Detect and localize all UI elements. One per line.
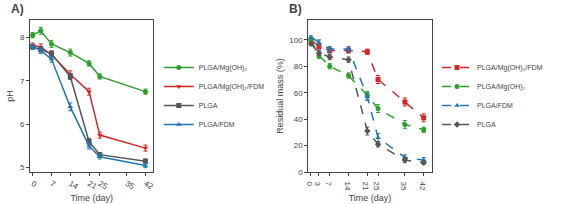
svg-text:80: 80 <box>294 62 303 71</box>
svg-text:7: 7 <box>48 179 57 189</box>
svg-text:42: 42 <box>142 179 155 192</box>
svg-text:21: 21 <box>86 179 99 192</box>
svg-text:40: 40 <box>294 115 303 124</box>
svg-text:20: 20 <box>294 141 303 150</box>
svg-text:7: 7 <box>20 77 25 86</box>
svg-text:0: 0 <box>298 168 303 177</box>
svg-text:14: 14 <box>343 182 352 191</box>
svg-text:42: 42 <box>418 182 427 191</box>
svg-text:5: 5 <box>20 163 25 172</box>
svg-text:Time (day): Time (day) <box>70 193 113 203</box>
svg-text:100: 100 <box>289 36 303 45</box>
svg-text:6: 6 <box>20 120 25 129</box>
svg-text:21: 21 <box>361 182 370 191</box>
svg-text:PLGA: PLGA <box>477 121 496 128</box>
svg-text:A): A) <box>11 2 24 16</box>
svg-text:PLGA/FDM: PLGA/FDM <box>477 102 513 109</box>
svg-text:60: 60 <box>294 89 303 98</box>
svg-text:7: 7 <box>324 182 333 187</box>
svg-text:14: 14 <box>67 179 80 192</box>
svg-text:Time (day): Time (day) <box>349 193 392 203</box>
svg-text:PLGA/FDM: PLGA/FDM <box>199 121 235 128</box>
svg-text:PLGA/Mg(OH)₂: PLGA/Mg(OH)₂ <box>477 83 526 91</box>
svg-text:35: 35 <box>124 179 137 192</box>
svg-text:PLGA/Mg(OH)₂/FDM: PLGA/Mg(OH)₂/FDM <box>199 83 264 91</box>
svg-text:0: 0 <box>305 182 314 187</box>
svg-text:B): B) <box>289 2 302 16</box>
svg-text:25: 25 <box>372 182 381 191</box>
svg-text:pH: pH <box>5 90 15 102</box>
svg-text:8: 8 <box>20 33 25 42</box>
svg-text:Residual mass (%): Residual mass (%) <box>275 58 285 134</box>
svg-text:35: 35 <box>399 182 408 191</box>
svg-text:PLGA/Mg(OH)₂/FDM: PLGA/Mg(OH)₂/FDM <box>477 64 543 72</box>
svg-text:PLGA: PLGA <box>199 102 218 109</box>
svg-text:25: 25 <box>97 179 110 192</box>
svg-text:PLGA/Mg(OH)₂: PLGA/Mg(OH)₂ <box>199 64 248 72</box>
svg-text:3: 3 <box>313 182 322 187</box>
svg-text:0: 0 <box>30 179 39 189</box>
